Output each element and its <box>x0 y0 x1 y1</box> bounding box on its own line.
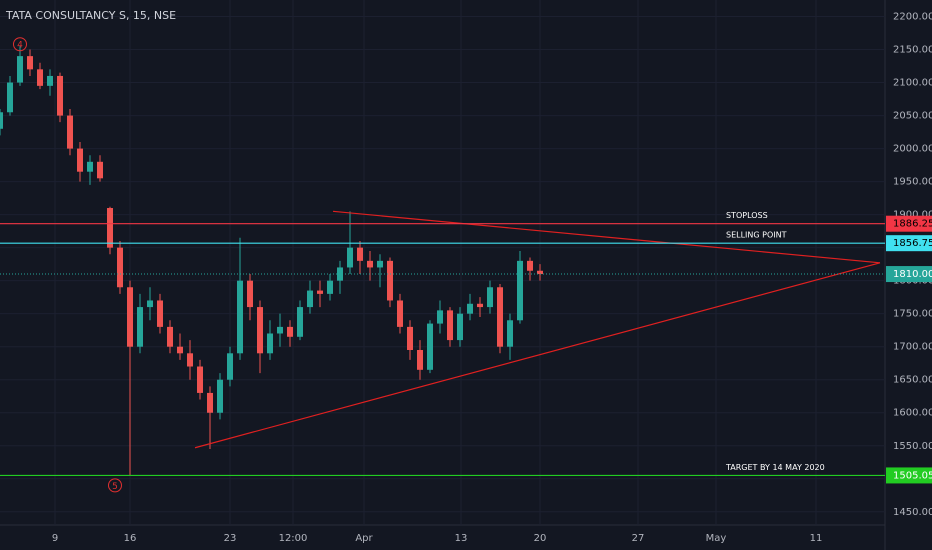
candle-body <box>447 310 453 341</box>
level-tag <box>886 235 932 252</box>
x-tick-label: 11 <box>810 533 823 544</box>
candle-body <box>437 310 443 324</box>
y-tick-label: 1950.00 <box>893 177 932 188</box>
wave-marker <box>13 37 27 52</box>
candle-body <box>377 260 383 268</box>
candle-body <box>487 287 493 308</box>
wave-marker-label: 5 <box>112 482 118 492</box>
x-tick-label: 9 <box>52 533 58 544</box>
candle-body <box>197 366 203 393</box>
y-tick-label: 1650.00 <box>893 375 932 386</box>
wave-marker <box>108 478 122 493</box>
candle-body <box>7 82 13 113</box>
level-note: TARGET BY 14 MAY 2020 <box>725 463 825 472</box>
candle-body <box>177 346 183 354</box>
x-tick-label: 27 <box>632 533 645 544</box>
candle-body <box>247 280 253 308</box>
candle-body <box>297 307 303 337</box>
candle-body <box>327 280 333 294</box>
y-tick-label: 1750.00 <box>893 309 932 320</box>
y-tick-label: 1550.00 <box>893 441 932 452</box>
candle-body <box>517 260 523 321</box>
chart-title: TATA CONSULTANCY S, 15, NSE <box>5 9 176 22</box>
candle-body <box>387 260 393 301</box>
candle-body <box>147 300 153 308</box>
candle-body <box>87 161 93 172</box>
candle-body <box>367 260 373 268</box>
candle-body <box>47 75 53 86</box>
level-tag <box>886 467 932 484</box>
x-tick-label: 12:00 <box>279 533 308 544</box>
candle-body <box>237 280 243 354</box>
candle-body <box>417 350 423 370</box>
candle-body <box>277 326 283 334</box>
candle-body <box>457 313 463 341</box>
candle-body <box>27 56 33 70</box>
x-tick-label: 23 <box>224 533 237 544</box>
level-tag-label: 1886.25 <box>893 219 932 230</box>
candle-body <box>427 323 433 370</box>
candle-body <box>357 247 363 261</box>
y-tick-label: 2050.00 <box>893 111 932 122</box>
candle-body <box>0 112 3 129</box>
candle-body <box>17 56 23 83</box>
candle-body <box>407 326 413 350</box>
candle-body <box>467 303 473 314</box>
candle-body <box>77 148 83 172</box>
candle-body <box>167 326 173 347</box>
y-tick-label: 1450.00 <box>893 507 932 518</box>
y-tick-label: 1900.00 <box>893 210 932 221</box>
candle-body <box>497 287 503 347</box>
y-tick-label: 1700.00 <box>893 342 932 353</box>
candle-body <box>397 300 403 327</box>
level-tag-label: 1856.75 <box>893 238 932 249</box>
y-tick-label: 2200.00 <box>893 12 932 23</box>
candle-body <box>157 300 163 327</box>
candle-body <box>267 333 273 354</box>
level-note: STOPLOSS <box>726 211 768 220</box>
candle-body <box>527 260 533 271</box>
x-tick-label: 16 <box>124 533 137 544</box>
candle-body <box>67 115 73 149</box>
candle-body <box>507 320 513 347</box>
level-note: SELLING POINT <box>726 231 787 240</box>
candle-body <box>117 247 123 288</box>
trendline <box>332 210 881 264</box>
candle-body <box>207 392 213 413</box>
candle-body <box>537 270 543 275</box>
candle-body <box>307 290 313 308</box>
x-tick-label: May <box>706 533 727 544</box>
candle-body <box>137 307 143 347</box>
x-tick-label: 13 <box>455 533 468 544</box>
candle-body <box>227 353 233 380</box>
x-tick-label: 20 <box>534 533 547 544</box>
level-tag-label: 1810.00 <box>893 269 932 280</box>
candle-body <box>287 326 293 337</box>
y-tick-label: 2100.00 <box>893 78 932 89</box>
y-tick-label: 1600.00 <box>893 408 932 419</box>
trendline <box>194 262 881 449</box>
candle-body <box>257 307 263 354</box>
candle-body <box>107 208 113 248</box>
level-tag <box>886 215 932 232</box>
candle-body <box>127 287 133 347</box>
candle-body <box>37 69 43 86</box>
candle-body <box>187 353 193 367</box>
wave-marker-label: 4 <box>17 41 23 51</box>
candle-body <box>317 290 323 294</box>
candle-body <box>217 379 223 413</box>
y-tick-label: 2000.00 <box>893 144 932 155</box>
candle-body <box>97 161 103 179</box>
level-tag-label: 1505.05 <box>893 470 932 481</box>
candle-body <box>477 303 483 308</box>
candle-body <box>347 247 353 268</box>
candle-body <box>57 75 63 116</box>
y-tick-label: 2150.00 <box>893 45 932 56</box>
level-tag <box>886 266 932 283</box>
x-tick-label: Apr <box>355 533 373 544</box>
